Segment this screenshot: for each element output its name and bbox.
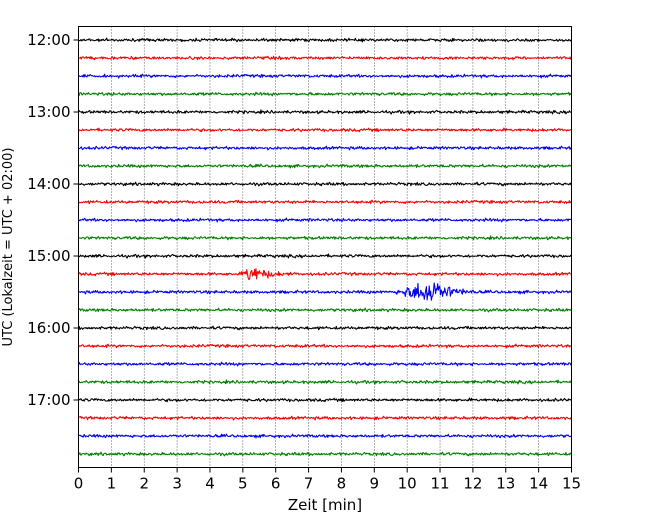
trace-group bbox=[77, 37, 573, 457]
y-tick-label: 13:00 bbox=[27, 103, 70, 121]
x-tick-label: 11 bbox=[430, 475, 449, 493]
trace-1515 bbox=[78, 268, 572, 281]
y-axis-label: UTC (Lokalzeit = UTC + 02:00) bbox=[1, 148, 16, 347]
trace-1215 bbox=[78, 55, 572, 61]
x-tick-label: 15 bbox=[562, 475, 581, 493]
trace-1245 bbox=[78, 91, 572, 97]
x-axis-label: Zeit [min] bbox=[288, 496, 362, 514]
x-tick-label: 2 bbox=[139, 475, 149, 493]
x-tick-label: 0 bbox=[74, 475, 84, 493]
trace-1330 bbox=[78, 145, 572, 151]
trace-1230 bbox=[78, 73, 572, 79]
trace-1345 bbox=[78, 163, 572, 169]
trace-1445 bbox=[78, 235, 572, 241]
trace-1545 bbox=[78, 307, 572, 313]
y-axis-ticks: 12:00 13:00 14:00 15:00 16:00 17:00 bbox=[27, 31, 79, 409]
x-tick-label: 5 bbox=[238, 475, 248, 493]
x-axis-ticks: 0 1 2 3 4 5 6 7 8 9 10 11 12 13 14 15 bbox=[74, 467, 581, 493]
trace-1645 bbox=[78, 379, 572, 385]
y-tick-label: 14:00 bbox=[27, 175, 70, 193]
trace-1730 bbox=[78, 433, 572, 439]
trace-1700 bbox=[78, 397, 572, 403]
trace-1615 bbox=[78, 343, 572, 349]
trace-1745 bbox=[78, 451, 572, 457]
x-tick-label: 3 bbox=[172, 475, 182, 493]
trace-1415 bbox=[78, 199, 572, 205]
trace-1500 bbox=[78, 253, 573, 259]
x-tick-label: 14 bbox=[529, 475, 548, 493]
trace-1530 bbox=[78, 282, 572, 301]
trace-1400 bbox=[78, 181, 573, 187]
x-tick-label: 10 bbox=[398, 475, 417, 493]
x-tick-label: 12 bbox=[463, 475, 482, 493]
x-tick-label: 7 bbox=[304, 475, 314, 493]
trace-1200 bbox=[78, 37, 572, 43]
x-tick-label: 9 bbox=[370, 475, 380, 493]
trace-1300 bbox=[78, 109, 572, 115]
trace-1430 bbox=[78, 217, 572, 223]
trace-1600 bbox=[77, 325, 572, 331]
y-tick-label: 16:00 bbox=[27, 319, 70, 337]
plot-frame bbox=[78, 26, 572, 468]
y-tick-label: 17:00 bbox=[27, 391, 70, 409]
x-tick-label: 8 bbox=[337, 475, 347, 493]
x-tick-label: 1 bbox=[107, 475, 117, 493]
y-tick-label: 15:00 bbox=[27, 247, 70, 265]
x-tick-label: 6 bbox=[271, 475, 281, 493]
trace-1715 bbox=[78, 415, 572, 421]
x-tick-label: 4 bbox=[205, 475, 215, 493]
trace-1315 bbox=[78, 127, 572, 133]
trace-1630 bbox=[77, 361, 572, 367]
y-tick-label: 12:00 bbox=[27, 31, 70, 49]
x-tick-label: 13 bbox=[496, 475, 515, 493]
